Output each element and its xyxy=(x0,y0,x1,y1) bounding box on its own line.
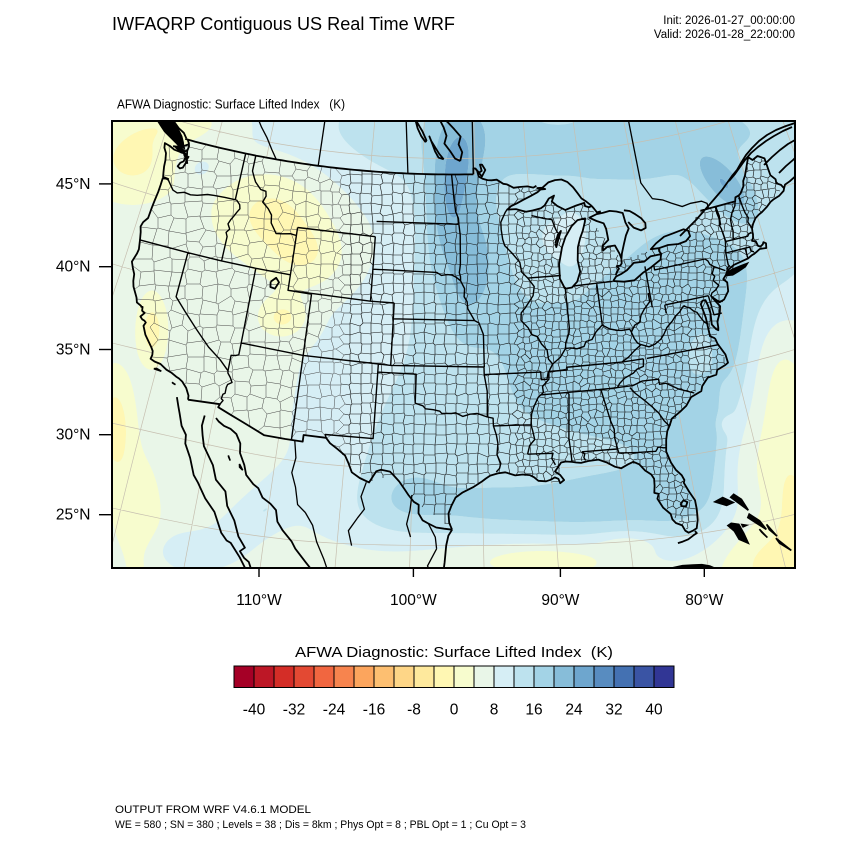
svg-text:40°N: 40°N xyxy=(56,259,91,276)
svg-text:8: 8 xyxy=(490,702,499,719)
svg-text:-24: -24 xyxy=(323,702,346,719)
svg-text:OUTPUT FROM WRF V4.6.1 MODEL: OUTPUT FROM WRF V4.6.1 MODEL xyxy=(115,804,311,816)
svg-text:90°W: 90°W xyxy=(541,592,579,609)
svg-text:0: 0 xyxy=(450,702,459,719)
svg-text:-8: -8 xyxy=(407,702,421,719)
svg-text:80°W: 80°W xyxy=(685,592,723,609)
svg-text:32: 32 xyxy=(605,702,622,719)
svg-text:-40: -40 xyxy=(243,702,266,719)
svg-text:WE = 580 ; SN = 380 ; Levels =: WE = 580 ; SN = 380 ; Levels = 38 ; Dis … xyxy=(115,819,526,831)
svg-text:110°W: 110°W xyxy=(236,592,282,609)
svg-text:AFWA Diagnostic: Surface Lifte: AFWA Diagnostic: Surface Lifted Index (K… xyxy=(295,645,613,661)
svg-text:-16: -16 xyxy=(363,702,385,719)
svg-text:Valid: 2026-01-28_22:00:00: Valid: 2026-01-28_22:00:00 xyxy=(654,29,795,41)
svg-text:100°W: 100°W xyxy=(390,592,437,609)
svg-text:Init: 2026-01-27_00:00:00: Init: 2026-01-27_00:00:00 xyxy=(663,15,795,27)
svg-text:40: 40 xyxy=(645,702,663,719)
svg-text:35°N: 35°N xyxy=(56,342,91,359)
svg-text:30°N: 30°N xyxy=(56,427,91,444)
svg-text:24: 24 xyxy=(565,702,583,719)
svg-text:16: 16 xyxy=(525,702,542,719)
svg-text:AFWA Diagnostic: Surface Lifte: AFWA Diagnostic: Surface Lifted Index (K… xyxy=(117,97,345,112)
svg-text:45°N: 45°N xyxy=(56,176,91,193)
svg-text:-32: -32 xyxy=(283,702,305,719)
svg-text:IWFAQRP Contiguous US Real Tim: IWFAQRP Contiguous US Real Time WRF xyxy=(112,13,455,34)
svg-text:25°N: 25°N xyxy=(56,507,91,524)
